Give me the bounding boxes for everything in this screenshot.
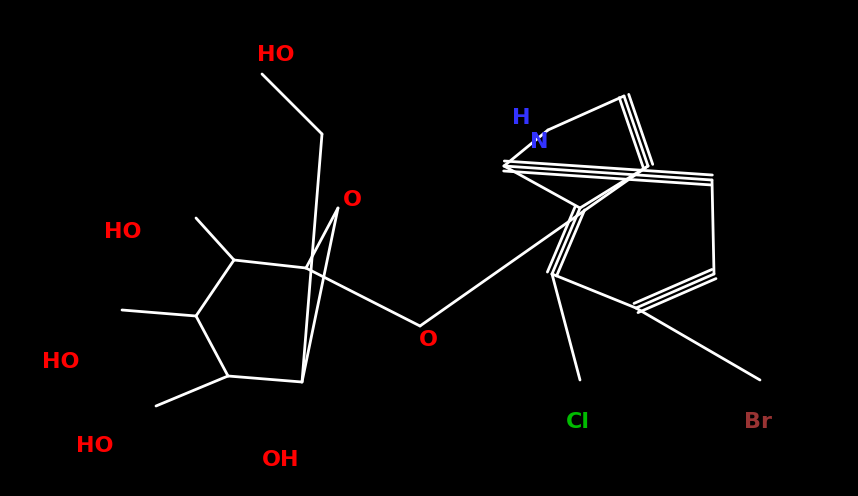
Text: H: H [511, 108, 530, 128]
Text: HO: HO [105, 222, 142, 242]
Text: Br: Br [744, 412, 772, 432]
Text: O: O [419, 330, 438, 350]
Text: HO: HO [43, 352, 80, 372]
Text: HO: HO [257, 45, 294, 65]
Text: OH: OH [262, 450, 299, 470]
Text: O: O [342, 190, 361, 210]
Text: HO: HO [76, 436, 114, 456]
Text: N: N [529, 132, 548, 152]
Text: Cl: Cl [566, 412, 590, 432]
